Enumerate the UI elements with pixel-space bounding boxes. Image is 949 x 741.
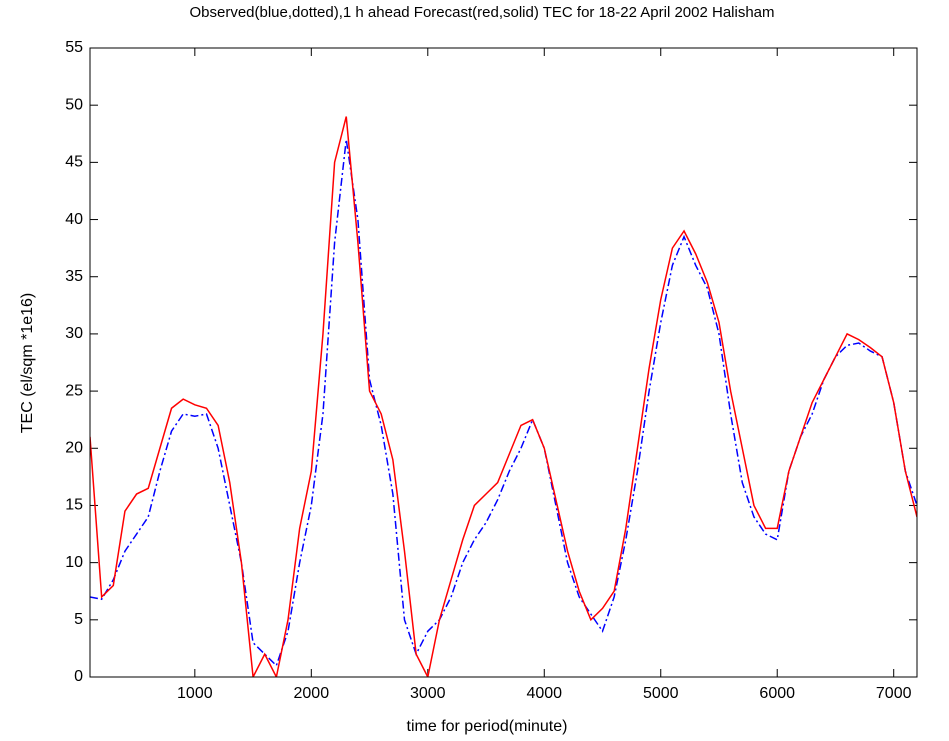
y-tick-label: 20 [65,439,83,456]
y-tick-label: 35 [65,268,83,285]
y-tick-label: 45 [65,154,83,171]
y-tick-label: 5 [74,611,83,628]
y-tick-label: 30 [65,325,83,342]
x-tick-label: 6000 [759,685,795,702]
y-tick-label: 50 [65,96,83,113]
plot-frame [89,47,918,678]
y-axis-label: TEC (el/sqm *1e16) [19,293,36,434]
y-tick-label: 55 [65,39,83,56]
y-tick-label: 25 [65,382,83,399]
data-line [90,116,917,677]
y-tick-label: 40 [65,211,83,228]
y-tick-label: 0 [74,668,83,685]
x-tick-label: 1000 [177,685,213,702]
y-tick-label: 10 [65,554,83,571]
x-tick-label: 4000 [526,685,562,702]
x-tick-label: 3000 [410,685,446,702]
chart-title: Observed(blue,dotted),1 h ahead Forecast… [189,4,774,21]
y-tick-label: 15 [65,497,83,514]
x-axis-label: time for period(minute) [407,718,568,735]
data-line [90,139,917,667]
x-tick-label: 5000 [643,685,679,702]
x-tick-label: 2000 [294,685,330,702]
x-tick-label: 7000 [876,685,912,702]
